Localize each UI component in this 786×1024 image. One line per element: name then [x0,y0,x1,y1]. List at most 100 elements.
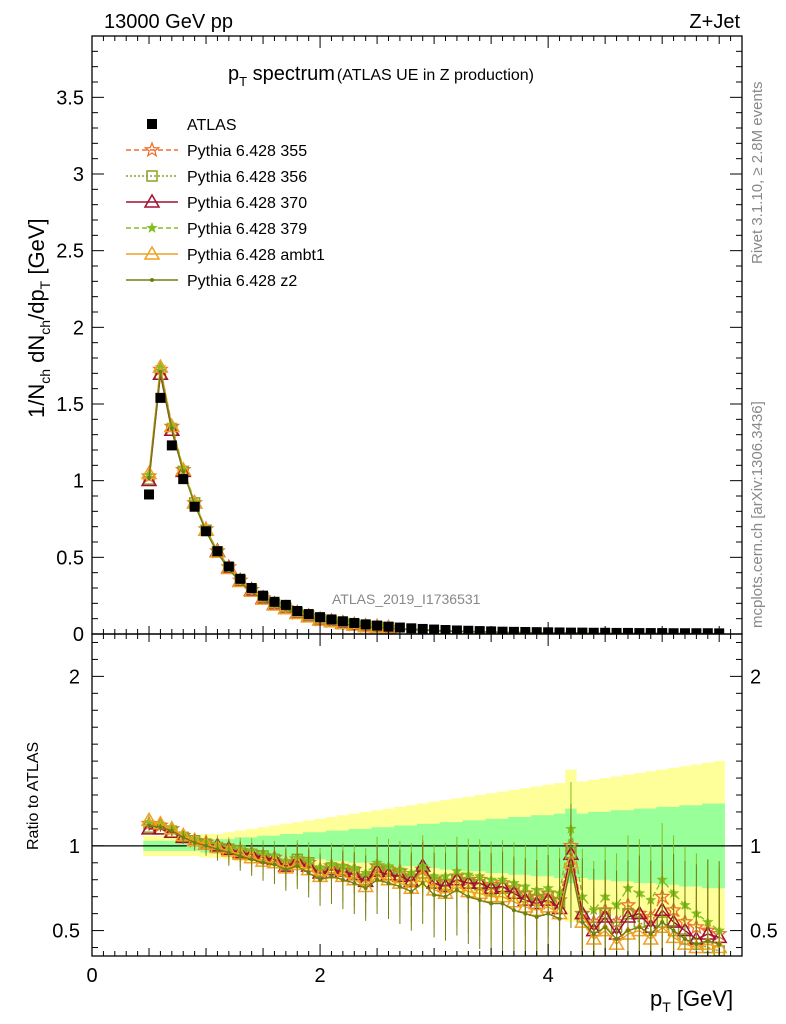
x-tick-label: 2 [315,965,326,987]
main-y-tick-label: 2.5 [56,241,84,263]
atlas-data-point [235,573,246,584]
ratio-series-point [614,937,619,942]
ratio-series-point [363,886,368,891]
atlas-data-point [178,474,189,485]
ratio-series-point [671,928,676,933]
atlas-data-point [166,440,177,451]
ratio-series-point [557,916,562,921]
atlas-data-point [349,617,360,628]
ratio-series-point [637,925,642,930]
atlas-data-point [223,561,234,572]
ratio-series-point [591,931,596,936]
atlas-data-point [212,546,223,557]
ratio-series-point [204,843,209,848]
ratio-series-point [682,937,687,942]
legend-label: Pythia 6.428 370 [187,195,307,212]
plot-title-p: p [228,63,239,85]
main-y-tick-label: 0.5 [56,547,84,569]
legend-entry: Pythia 6.428 ambt1 [126,245,325,264]
ratio-y-tick-label-right: 1 [750,836,761,858]
plot-title-subscript: T [239,74,247,89]
legend-label: Pythia 6.428 356 [187,169,307,186]
legend-marker [143,245,161,260]
ratio-series-point [340,877,345,882]
main-y-tick-label: 0 [73,624,84,646]
ratio-series-point [397,884,402,889]
atlas-data-point [269,596,280,607]
legend-entry: Pythia 6.428 355 [126,141,307,160]
main-series-point [140,472,158,487]
ratio-series-point [158,825,163,830]
ratio-y-tick-label-right: 0.5 [750,921,778,943]
legend-marker [146,170,158,182]
ratio-series-point [534,915,539,920]
legend-marker [147,119,157,129]
ratio-series-point [261,860,266,865]
header-left: 13000 GeV pp [104,11,233,33]
ratio-series-point [192,840,197,845]
mcplots-text: mcplots.cern.ch [arXiv:1306.3436] [749,401,766,628]
ratio-series-point [477,898,482,903]
main-y-tick-label: 1 [73,471,84,493]
ratio-y-tick-label-left: 2 [69,666,80,688]
atlas-data-point [155,392,166,403]
main-series-point [181,469,186,474]
ratio-series-point [375,877,380,882]
plot-title-word: spectrum [247,63,335,85]
main-series-point [163,418,181,433]
ratio-series-layer [92,782,742,956]
ratio-series-point [580,920,585,925]
ratio-y-tick-label-left: 0.5 [52,921,80,943]
legend-label: ATLAS [187,117,237,134]
ratio-series-point [443,894,448,899]
atlas-data-point [246,583,257,593]
ratio-series-point [717,942,722,947]
legend-label: Pythia 6.428 355 [187,143,307,160]
ratio-series-point [454,887,459,892]
legend-marker [143,141,161,158]
atlas-data-point [417,623,428,634]
ratio-series-point [352,881,357,886]
ratio-series-point [329,874,334,879]
x-axis-label: pT [GeV] [650,986,733,1015]
main-y-tick-label: 2 [73,317,84,339]
ratio-series-point [648,931,653,936]
legend-label: Pythia 6.428 ambt1 [187,247,325,264]
atlas-data-point [303,609,314,620]
ratio-series-point [283,867,288,872]
ratio-series-point [466,894,471,899]
ratio-series-point [546,911,551,916]
ratio-series-point [215,847,220,852]
ratio-series-point [511,908,516,913]
header-right: Z+Jet [689,11,740,33]
legend-entry: Pythia 6.428 z2 [126,273,297,290]
main-y-tick-label: 3 [73,164,84,186]
x-tick-label: 0 [86,965,97,987]
legend-label: Pythia 6.428 z2 [187,273,297,290]
legend-entry: Pythia 6.428 379 [126,221,307,238]
analysis-id: ATLAS_2019_I1736531 [332,591,481,607]
ratio-series-5 [147,804,722,956]
ratio-series-point [272,862,277,867]
ratio-series-point [181,835,186,840]
ratio-series-point [226,850,231,855]
ratio-series-point [500,901,505,906]
ratio-series-point [409,889,414,894]
legend-entry: ATLAS [147,117,237,134]
atlas-data-point [326,614,337,625]
legend-entry: Pythia 6.428 356 [126,169,307,186]
ratio-series-point [140,820,158,835]
ratio-y-tick-label-left: 1 [69,836,80,858]
x-tick-label: 4 [543,965,554,987]
atlas-data-point [280,599,291,610]
ratio-series-point [147,823,152,828]
plot-title-paren: (ATLAS UE in Z production) [337,67,534,84]
main-series-point [152,365,169,381]
atlas-data-point [201,526,212,537]
main-series-point [154,361,167,372]
atlas-data-point [315,612,326,623]
atlas-data-point [406,623,417,634]
ratio-series-point [489,901,494,906]
atlas-data-point [292,606,303,616]
